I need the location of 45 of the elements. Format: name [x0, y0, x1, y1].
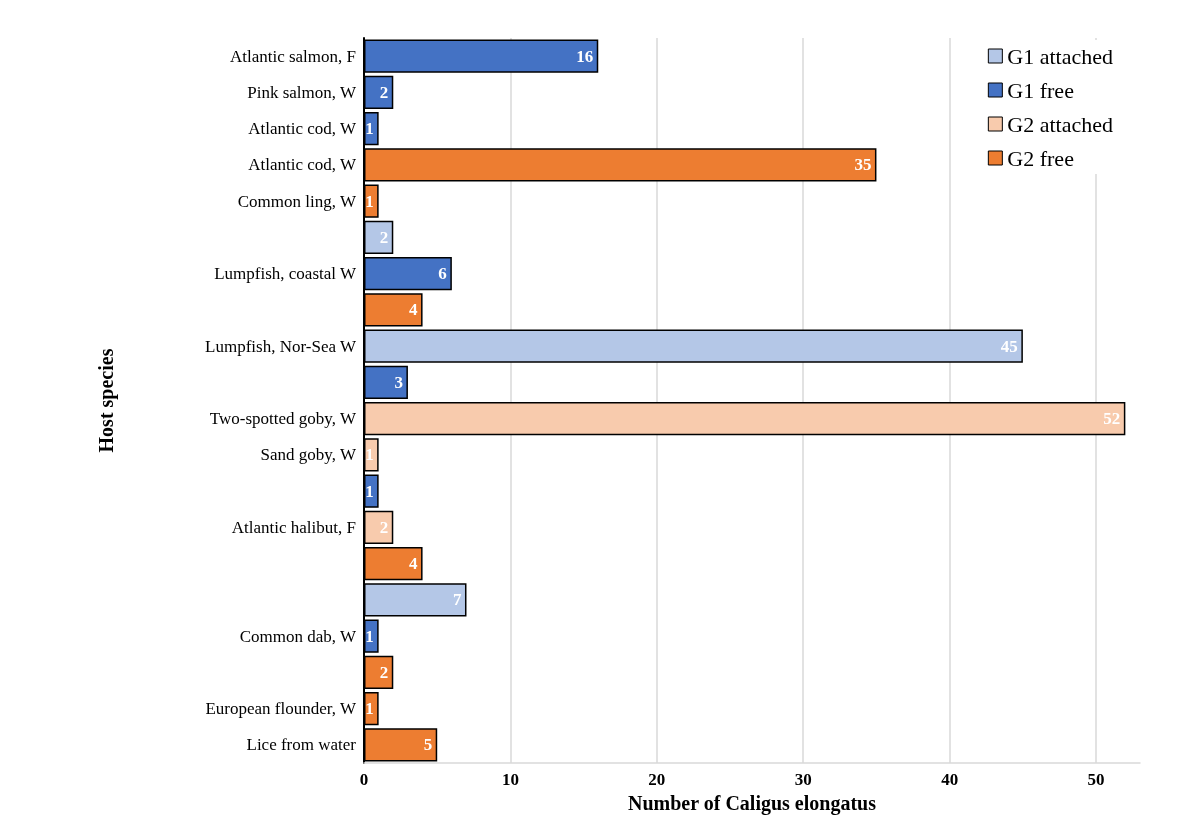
data-label: 4	[409, 300, 419, 320]
x-axis-title: Number of Caligus elongatus	[628, 792, 877, 815]
x-tick-label: 0	[359, 770, 369, 789]
y-tick-label: Atlantic cod, W	[248, 119, 357, 139]
data-label: 35	[854, 155, 872, 175]
x-tick-label: 20	[648, 770, 666, 789]
legend-label: G2 free	[1007, 145, 1074, 171]
data-label: 1	[365, 191, 374, 211]
data-label: 4	[409, 554, 419, 574]
data-label: 3	[394, 372, 403, 392]
data-label: 5	[423, 735, 433, 755]
y-tick-label: Sand goby, W	[260, 445, 357, 465]
y-tick-label: Pink salmon, W	[247, 82, 357, 102]
data-label: 2	[379, 227, 389, 247]
data-label: 52	[1103, 409, 1121, 429]
y-tick-label: Two-spotted goby, W	[209, 409, 357, 429]
y-tick-label: Common dab, W	[239, 626, 357, 646]
y-tick-label: Atlantic cod, W	[248, 155, 357, 175]
x-tick-label: 40	[941, 770, 959, 789]
y-tick-label: Common ling, W	[237, 191, 357, 211]
y-tick-label: Lumpfish, coastal W	[214, 264, 357, 284]
data-label: 1	[365, 119, 374, 139]
data-label: 7	[452, 590, 462, 610]
y-axis-title: Host species	[95, 348, 118, 453]
y-tick-label: Atlantic salmon, F	[229, 46, 356, 66]
data-label: 1	[365, 699, 374, 719]
x-tick-label: 50	[1087, 770, 1105, 789]
legend-label: G1 free	[1007, 77, 1074, 103]
y-tick-label: Lice from water	[246, 735, 357, 755]
data-label: 1	[365, 481, 374, 501]
x-tick-label: 10	[501, 770, 519, 789]
data-label: 6	[438, 264, 447, 284]
data-label: 16	[576, 46, 594, 66]
legend-label: G2 attached	[1007, 111, 1113, 137]
y-tick-label: European flounder, W	[205, 699, 357, 719]
y-tick-label: Lumpfish, Nor-Sea W	[205, 336, 357, 356]
data-label: 1	[365, 445, 374, 465]
data-label: 1	[365, 626, 374, 646]
x-tick-label: 30	[794, 770, 812, 789]
data-label: 45	[1000, 336, 1018, 356]
y-tick-label: Atlantic halibut, F	[231, 517, 356, 537]
data-label: 2	[379, 82, 389, 102]
data-label: 2	[379, 517, 389, 537]
data-label: 2	[379, 662, 389, 682]
legend-label: G1 attached	[1007, 43, 1113, 69]
